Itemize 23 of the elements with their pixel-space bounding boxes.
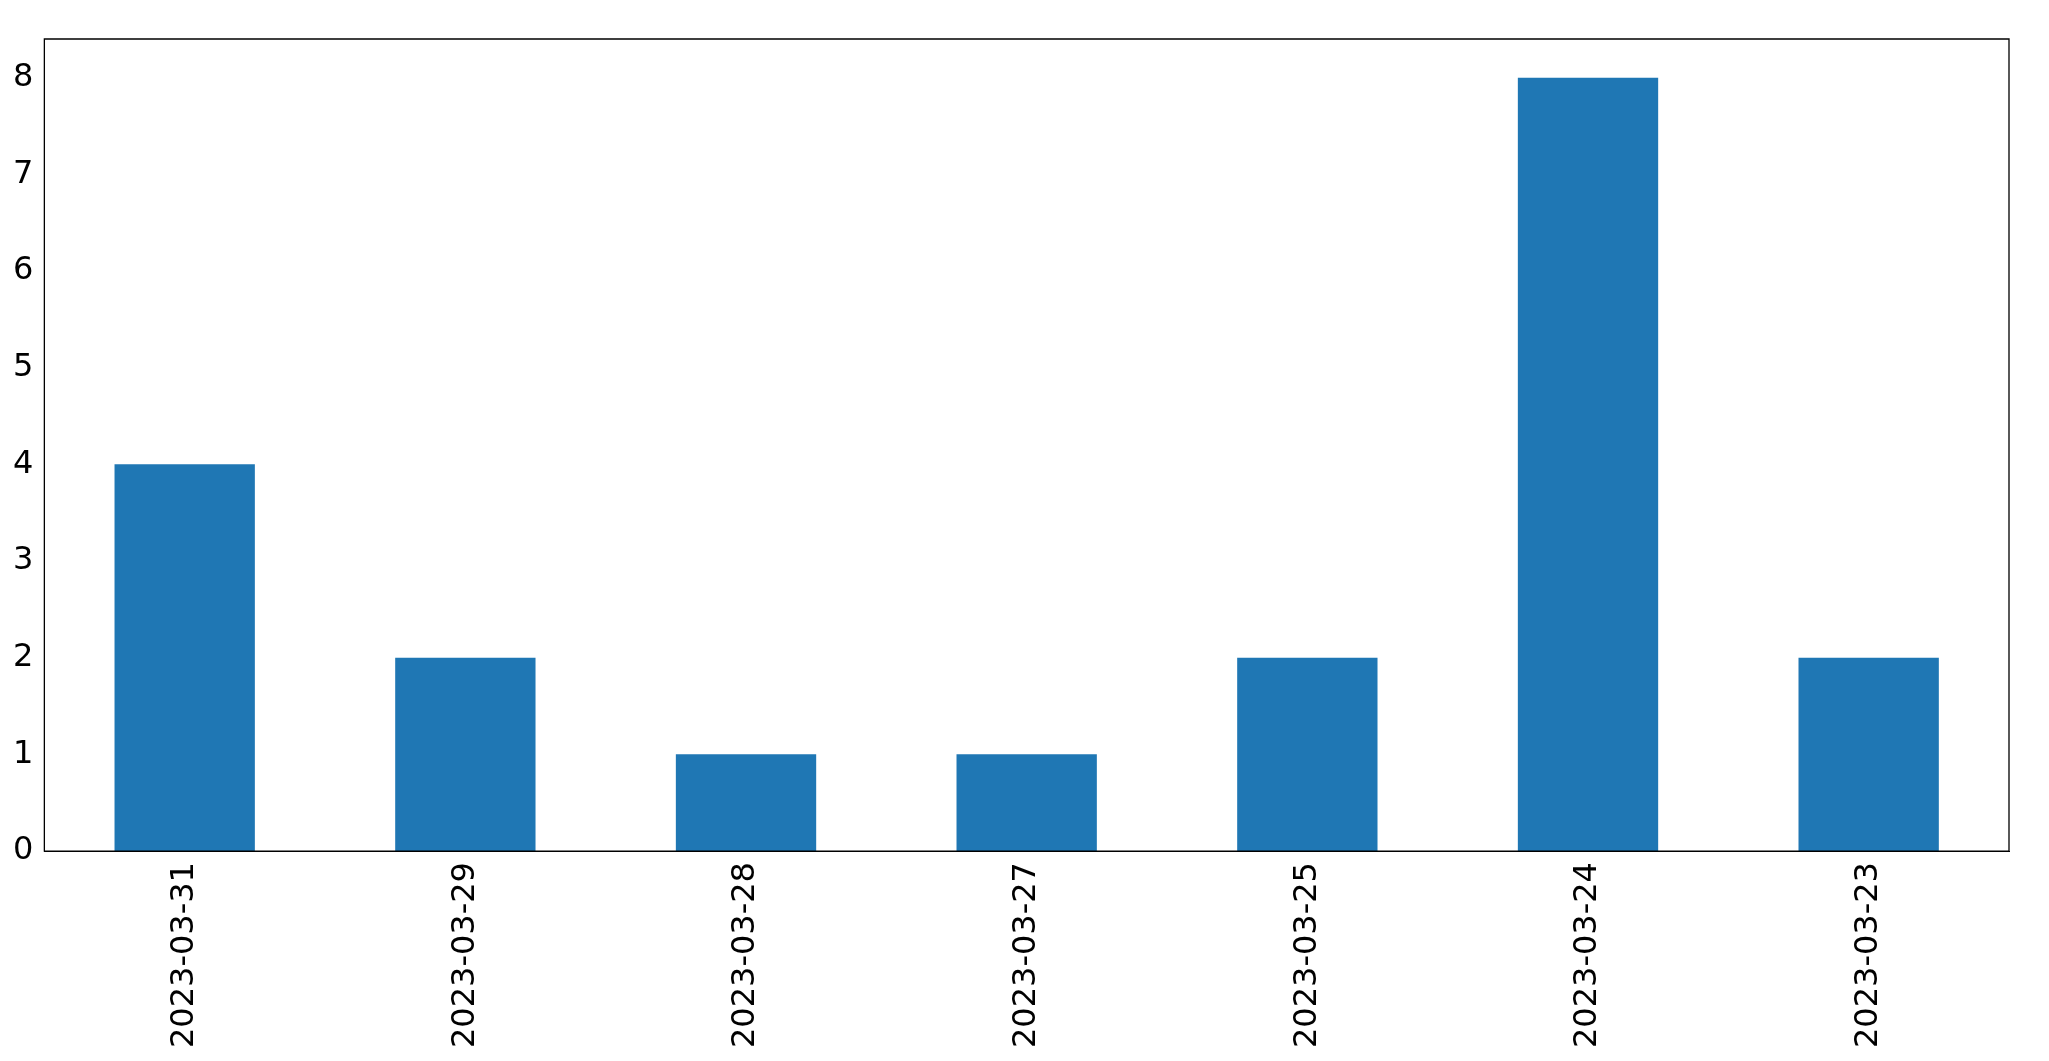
y-tick-label: 2 bbox=[13, 636, 34, 674]
x-tick-label: 2023-03-31 bbox=[163, 862, 201, 1048]
bar bbox=[1798, 657, 1939, 852]
y-tick-label: 7 bbox=[13, 152, 34, 191]
x-tick-label: 2023-03-25 bbox=[1285, 862, 1324, 1048]
y-tick-label: 8 bbox=[13, 55, 34, 94]
x-tick-label: 2023-03-24 bbox=[1566, 862, 1605, 1048]
x-tick-label: 2023-03-23 bbox=[1846, 862, 1885, 1048]
x-tick-label: 2023-03-27 bbox=[1004, 862, 1043, 1048]
x-tick-label: 2023-03-29 bbox=[443, 862, 482, 1048]
y-tick-label: 3 bbox=[13, 539, 34, 578]
bar bbox=[956, 754, 1097, 852]
bar bbox=[114, 464, 255, 852]
x-tick-label: 2023-03-28 bbox=[724, 862, 763, 1048]
y-tick-label: 5 bbox=[13, 345, 34, 384]
y-tick-label: 6 bbox=[13, 249, 34, 288]
bar bbox=[1237, 657, 1378, 852]
bar bbox=[675, 754, 817, 852]
y-tick-label: 0 bbox=[13, 829, 34, 868]
bar bbox=[395, 657, 536, 852]
bar bbox=[1517, 77, 1659, 852]
y-tick-label: 1 bbox=[13, 732, 34, 771]
y-tick-label: 4 bbox=[13, 442, 34, 481]
